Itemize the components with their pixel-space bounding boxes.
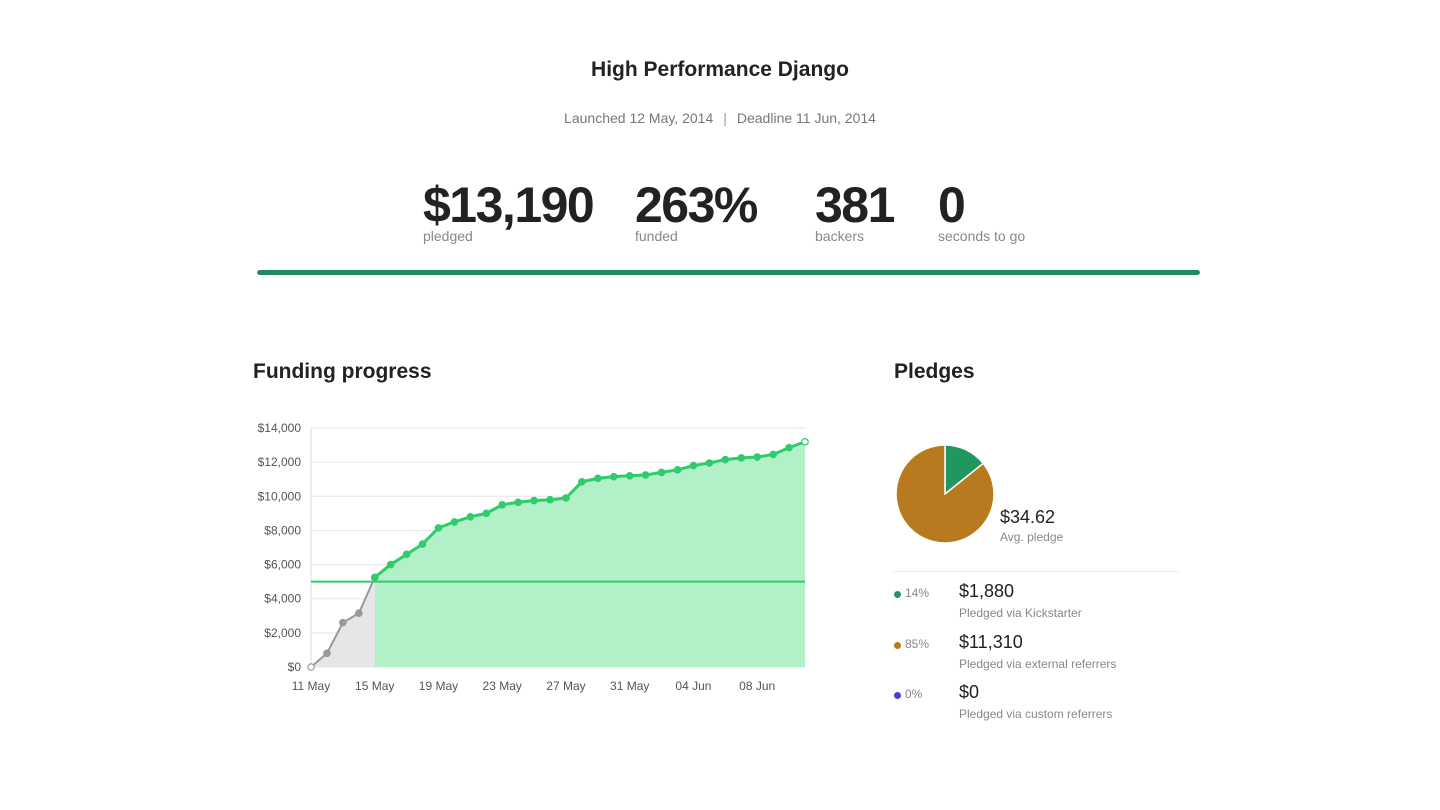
data-point <box>482 509 491 518</box>
funding-progress-bar <box>257 270 1200 275</box>
pledges-heading: Pledges <box>894 360 975 383</box>
stat-label: seconds to go <box>938 228 1026 244</box>
data-point <box>769 450 777 459</box>
stat-funded: 263% funded <box>635 176 758 244</box>
data-point <box>657 468 666 477</box>
project-dates: Launched 12 May, 2014 | Deadline 11 Jun, 2… <box>0 110 1440 126</box>
data-point <box>689 461 698 470</box>
y-tick-label: $12,000 <box>258 455 302 469</box>
date-separator: | <box>723 110 727 126</box>
funding-progress-chart: $0 $2,000 $4,000 $6,000 $8,000 $10,000 $12,000… <box>258 421 809 693</box>
stat-label: backers <box>815 228 865 244</box>
external-dot-icon <box>894 642 901 649</box>
stat-value: 381 <box>815 177 895 233</box>
data-point <box>641 471 650 479</box>
data-point <box>450 518 459 526</box>
data-point <box>578 477 586 486</box>
data-point <box>801 438 809 446</box>
data-point <box>418 540 427 548</box>
data-point <box>514 498 522 507</box>
y-tick-label: $0 <box>288 660 302 674</box>
data-point <box>339 618 347 627</box>
x-tick-label: 19 May <box>419 679 458 693</box>
pie-slice <box>895 444 995 544</box>
data-point <box>705 459 714 467</box>
avg-pledge: $34.62 Avg. pledge <box>1000 507 1063 544</box>
y-tick-label: $10,000 <box>258 489 302 503</box>
data-point <box>402 550 411 559</box>
data-point <box>323 649 331 658</box>
pledge-source-amount: $11,310 <box>959 632 1023 652</box>
funding-progress-heading: Funding progress <box>253 360 432 383</box>
data-point <box>466 512 475 521</box>
y-tick-label: $2,000 <box>264 626 301 640</box>
pledge-source-percent: 85% <box>905 637 930 651</box>
kickstarter-dot-icon <box>894 591 901 598</box>
series-line <box>373 440 806 579</box>
data-point <box>609 472 618 481</box>
stat-backers: 381 backers <box>815 176 895 244</box>
data-point <box>562 494 570 502</box>
custom-dot-icon <box>894 692 901 699</box>
data-point <box>594 474 602 483</box>
x-tick-label: 31 May <box>610 679 649 693</box>
stat-label: pledged <box>423 228 473 244</box>
x-tick-label: 27 May <box>546 679 585 693</box>
y-tick-label: $14,000 <box>258 421 302 435</box>
x-tick-label: 11 May <box>292 679 330 693</box>
data-point <box>498 501 507 509</box>
data-point <box>546 495 554 504</box>
deadline-date: Deadline 11 Jun, 2014 <box>736 110 876 126</box>
x-tick-label: 04 Jun <box>675 679 711 693</box>
data-point <box>673 466 682 474</box>
data-point <box>625 472 634 480</box>
data-point <box>737 454 746 462</box>
x-tick-label: 23 May <box>483 679 522 693</box>
x-tick-label: 08 Jun <box>739 679 775 693</box>
pledge-source-amount: $1,880 <box>959 581 1015 601</box>
pledge-source-percent: 0% <box>905 687 923 701</box>
data-point <box>370 573 379 582</box>
series-area <box>374 441 805 667</box>
pledges-pie-chart <box>895 444 995 544</box>
y-tick-label: $4,000 <box>264 592 301 606</box>
avg-pledge-value: $34.62 <box>1000 507 1056 527</box>
pledges-divider <box>893 571 1179 572</box>
stat-time-left: 0 seconds to go <box>938 176 1025 244</box>
funding-progress-fill <box>257 270 1200 275</box>
data-point <box>721 455 730 464</box>
pledge-source-percent: 14% <box>905 586 930 600</box>
y-tick-label: $6,000 <box>264 558 301 572</box>
pledge-source-amount: $0 <box>959 682 980 702</box>
data-point <box>530 496 538 505</box>
y-tick-label: $8,000 <box>264 523 301 537</box>
launched-date: Launched 12 May, 2014 <box>564 110 714 126</box>
data-point <box>307 663 315 671</box>
avg-pledge-label: Avg. pledge <box>1000 530 1064 544</box>
data-point <box>753 453 761 461</box>
stat-value: 263% <box>635 177 758 233</box>
pledge-source-label: Pledged via external referrers <box>959 657 1117 671</box>
pledge-source-label: Pledged via custom referrers <box>959 707 1113 721</box>
stat-label: funded <box>635 228 678 244</box>
project-title: High Performance Django <box>591 58 849 81</box>
stat-value: 0 <box>938 177 966 233</box>
stat-pledged: $13,190 pledged <box>423 176 595 244</box>
data-point <box>386 560 395 569</box>
stat-value: $13,190 <box>423 177 595 233</box>
data-point <box>785 443 793 452</box>
data-point <box>355 609 363 618</box>
series-area <box>311 577 375 667</box>
data-point <box>434 524 443 532</box>
x-tick-label: 15 May <box>355 679 394 693</box>
pledge-source-label: Pledged via Kickstarter <box>959 606 1082 620</box>
